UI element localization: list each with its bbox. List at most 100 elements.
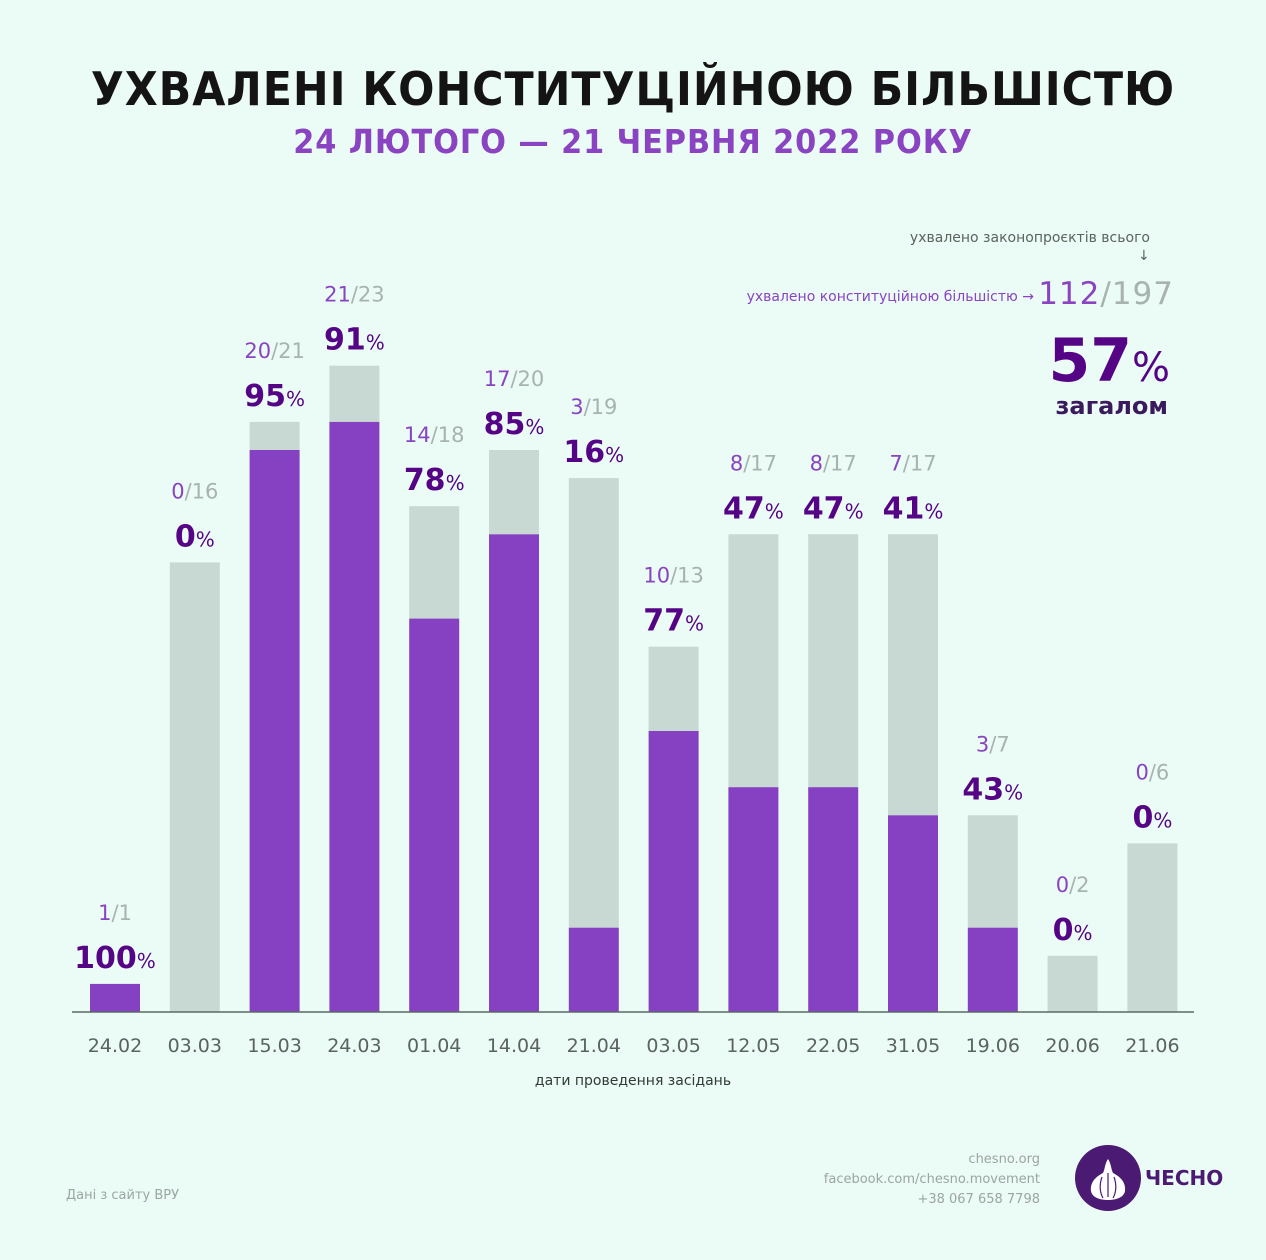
ratio-approved: 10 — [643, 564, 670, 588]
ratio-total: /17 — [903, 451, 937, 475]
bar-approved-19.06 — [967, 927, 1018, 1012]
ratio-label: 17/20 — [484, 367, 545, 391]
percent-value: 100 — [74, 941, 137, 976]
percent-value: 91 — [324, 323, 366, 358]
percent-label: 95% — [244, 379, 305, 414]
percent-value: 41 — [883, 491, 925, 526]
ratio-total: /17 — [743, 451, 777, 475]
percent-value: 43 — [962, 772, 1004, 807]
ratio-approved: 20 — [244, 339, 271, 363]
ratio-approved: 0 — [1056, 873, 1069, 897]
contact-website[interactable]: chesno.org — [968, 1152, 1040, 1167]
ratio-total: /17 — [823, 451, 857, 475]
bar-total-24.03 — [329, 365, 380, 422]
percent-label: 16% — [563, 435, 624, 470]
bar-approved-31.05 — [888, 815, 938, 1012]
bar-total-14.04 — [489, 450, 539, 535]
ratio-label: 3/7 — [976, 732, 1010, 756]
x-tick-label: 31.05 — [886, 1035, 940, 1057]
x-tick-label: 01.04 — [407, 1035, 461, 1057]
ratio-label: 0/16 — [171, 479, 218, 503]
contact-phone: +38 067 658 7798 — [917, 1192, 1040, 1207]
ratio-total: /21 — [271, 339, 305, 363]
bar-total-31.05 — [888, 534, 938, 816]
percent-sign: % — [845, 499, 864, 523]
ratio-approved: 3 — [976, 732, 989, 756]
percent-sign: % — [196, 527, 215, 551]
ratio-label: 8/17 — [810, 451, 857, 475]
ratio-label: 0/2 — [1056, 873, 1090, 897]
ratio-label: 14/18 — [404, 423, 465, 447]
bar-approved-12.05 — [728, 787, 779, 1012]
percent-value: 16 — [563, 435, 605, 470]
bar-total-01.04 — [409, 506, 460, 619]
percent-label: 0% — [1053, 913, 1093, 948]
summary-percent-value: 57 — [1048, 326, 1132, 396]
x-tick-label: 24.03 — [327, 1035, 381, 1057]
ratio-total: /23 — [351, 283, 385, 307]
percent-value: 0 — [1053, 913, 1074, 948]
percent-label: 78% — [404, 463, 465, 498]
percent-sign: % — [366, 331, 385, 355]
logo-text: ЧЕСНО — [1145, 1166, 1224, 1190]
ratio-label: 1/1 — [98, 901, 132, 925]
bar-total-19.06 — [967, 815, 1018, 928]
ratio-total: /6 — [1149, 760, 1169, 784]
percent-sign: % — [1153, 808, 1172, 832]
bar-total-03.03 — [169, 562, 220, 1012]
source-note: Дані з сайту ВРУ — [66, 1188, 180, 1203]
percent-value: 0 — [1132, 800, 1153, 835]
bar-approved-14.04 — [489, 534, 539, 1012]
percent-label: 47% — [803, 491, 864, 526]
bar-total-12.05 — [728, 534, 779, 788]
percent-value: 77 — [643, 604, 685, 639]
x-tick-label: 12.05 — [726, 1035, 780, 1057]
ratio-total: /13 — [670, 564, 704, 588]
ratio-label: 3/19 — [570, 395, 617, 419]
ratio-approved: 0 — [1135, 760, 1148, 784]
ratio-approved: 14 — [404, 423, 431, 447]
percent-label: 100% — [74, 941, 156, 976]
summary-percent-sign: % — [1131, 345, 1170, 391]
bar-total-15.03 — [249, 421, 300, 450]
bar-approved-22.05 — [808, 787, 859, 1012]
percent-sign: % — [286, 387, 305, 411]
x-tick-label: 15.03 — [247, 1035, 301, 1057]
x-tick-label: 03.05 — [646, 1035, 700, 1057]
ratio-total: /7 — [989, 732, 1009, 756]
percent-sign: % — [1004, 780, 1023, 804]
percent-value: 47 — [723, 491, 765, 526]
x-tick-label: 22.05 — [806, 1035, 860, 1057]
x-tick-label: 24.02 — [88, 1035, 142, 1057]
ratio-label: 8/17 — [730, 451, 777, 475]
ratio-total: /20 — [510, 367, 544, 391]
bar-approved-03.05 — [648, 731, 699, 1012]
ratio-label: 0/6 — [1135, 760, 1169, 784]
summary-total-label: ухвалено законопроєктів всього — [909, 230, 1150, 246]
chart-subtitle: 24 ЛЮТОГО — 21 ЧЕРВНЯ 2022 РОКУ — [293, 122, 973, 161]
ratio-total: /18 — [431, 423, 465, 447]
percent-label: 0% — [1132, 800, 1172, 835]
percent-label: 77% — [643, 604, 704, 639]
percent-sign: % — [137, 949, 156, 973]
x-tick-label: 21.04 — [567, 1035, 621, 1057]
bar-total-21.06 — [1127, 843, 1178, 1012]
ratio-label: 7/17 — [889, 451, 936, 475]
bar-total-22.05 — [808, 534, 859, 788]
percent-sign: % — [525, 415, 544, 439]
percent-label: 43% — [962, 772, 1023, 807]
percent-value: 0 — [175, 519, 196, 554]
ratio-approved: 8 — [730, 451, 743, 475]
contacts: chesno.org facebook.com/chesno.movement … — [824, 1150, 1040, 1210]
percent-value: 78 — [404, 463, 446, 498]
percent-value: 85 — [484, 407, 526, 442]
ratio-approved: 0 — [171, 479, 184, 503]
bar-approved-01.04 — [409, 618, 460, 1012]
x-axis-label: дати проведення засідань — [535, 1073, 731, 1089]
x-tick-label: 20.06 — [1045, 1035, 1099, 1057]
percent-label: 47% — [723, 491, 784, 526]
contact-facebook[interactable]: facebook.com/chesno.movement — [823, 1172, 1040, 1187]
percent-label: 41% — [883, 491, 944, 526]
bar-total-03.05 — [648, 646, 699, 731]
